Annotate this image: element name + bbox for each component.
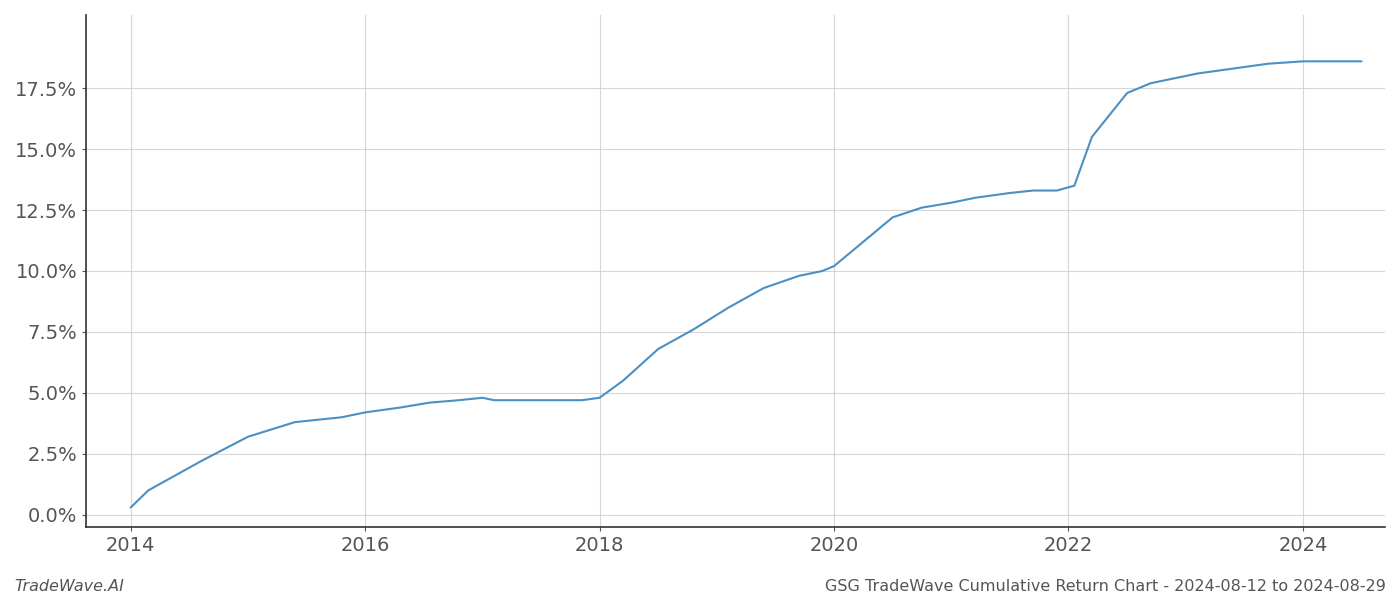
Text: TradeWave.AI: TradeWave.AI bbox=[14, 579, 123, 594]
Text: GSG TradeWave Cumulative Return Chart - 2024-08-12 to 2024-08-29: GSG TradeWave Cumulative Return Chart - … bbox=[825, 579, 1386, 594]
